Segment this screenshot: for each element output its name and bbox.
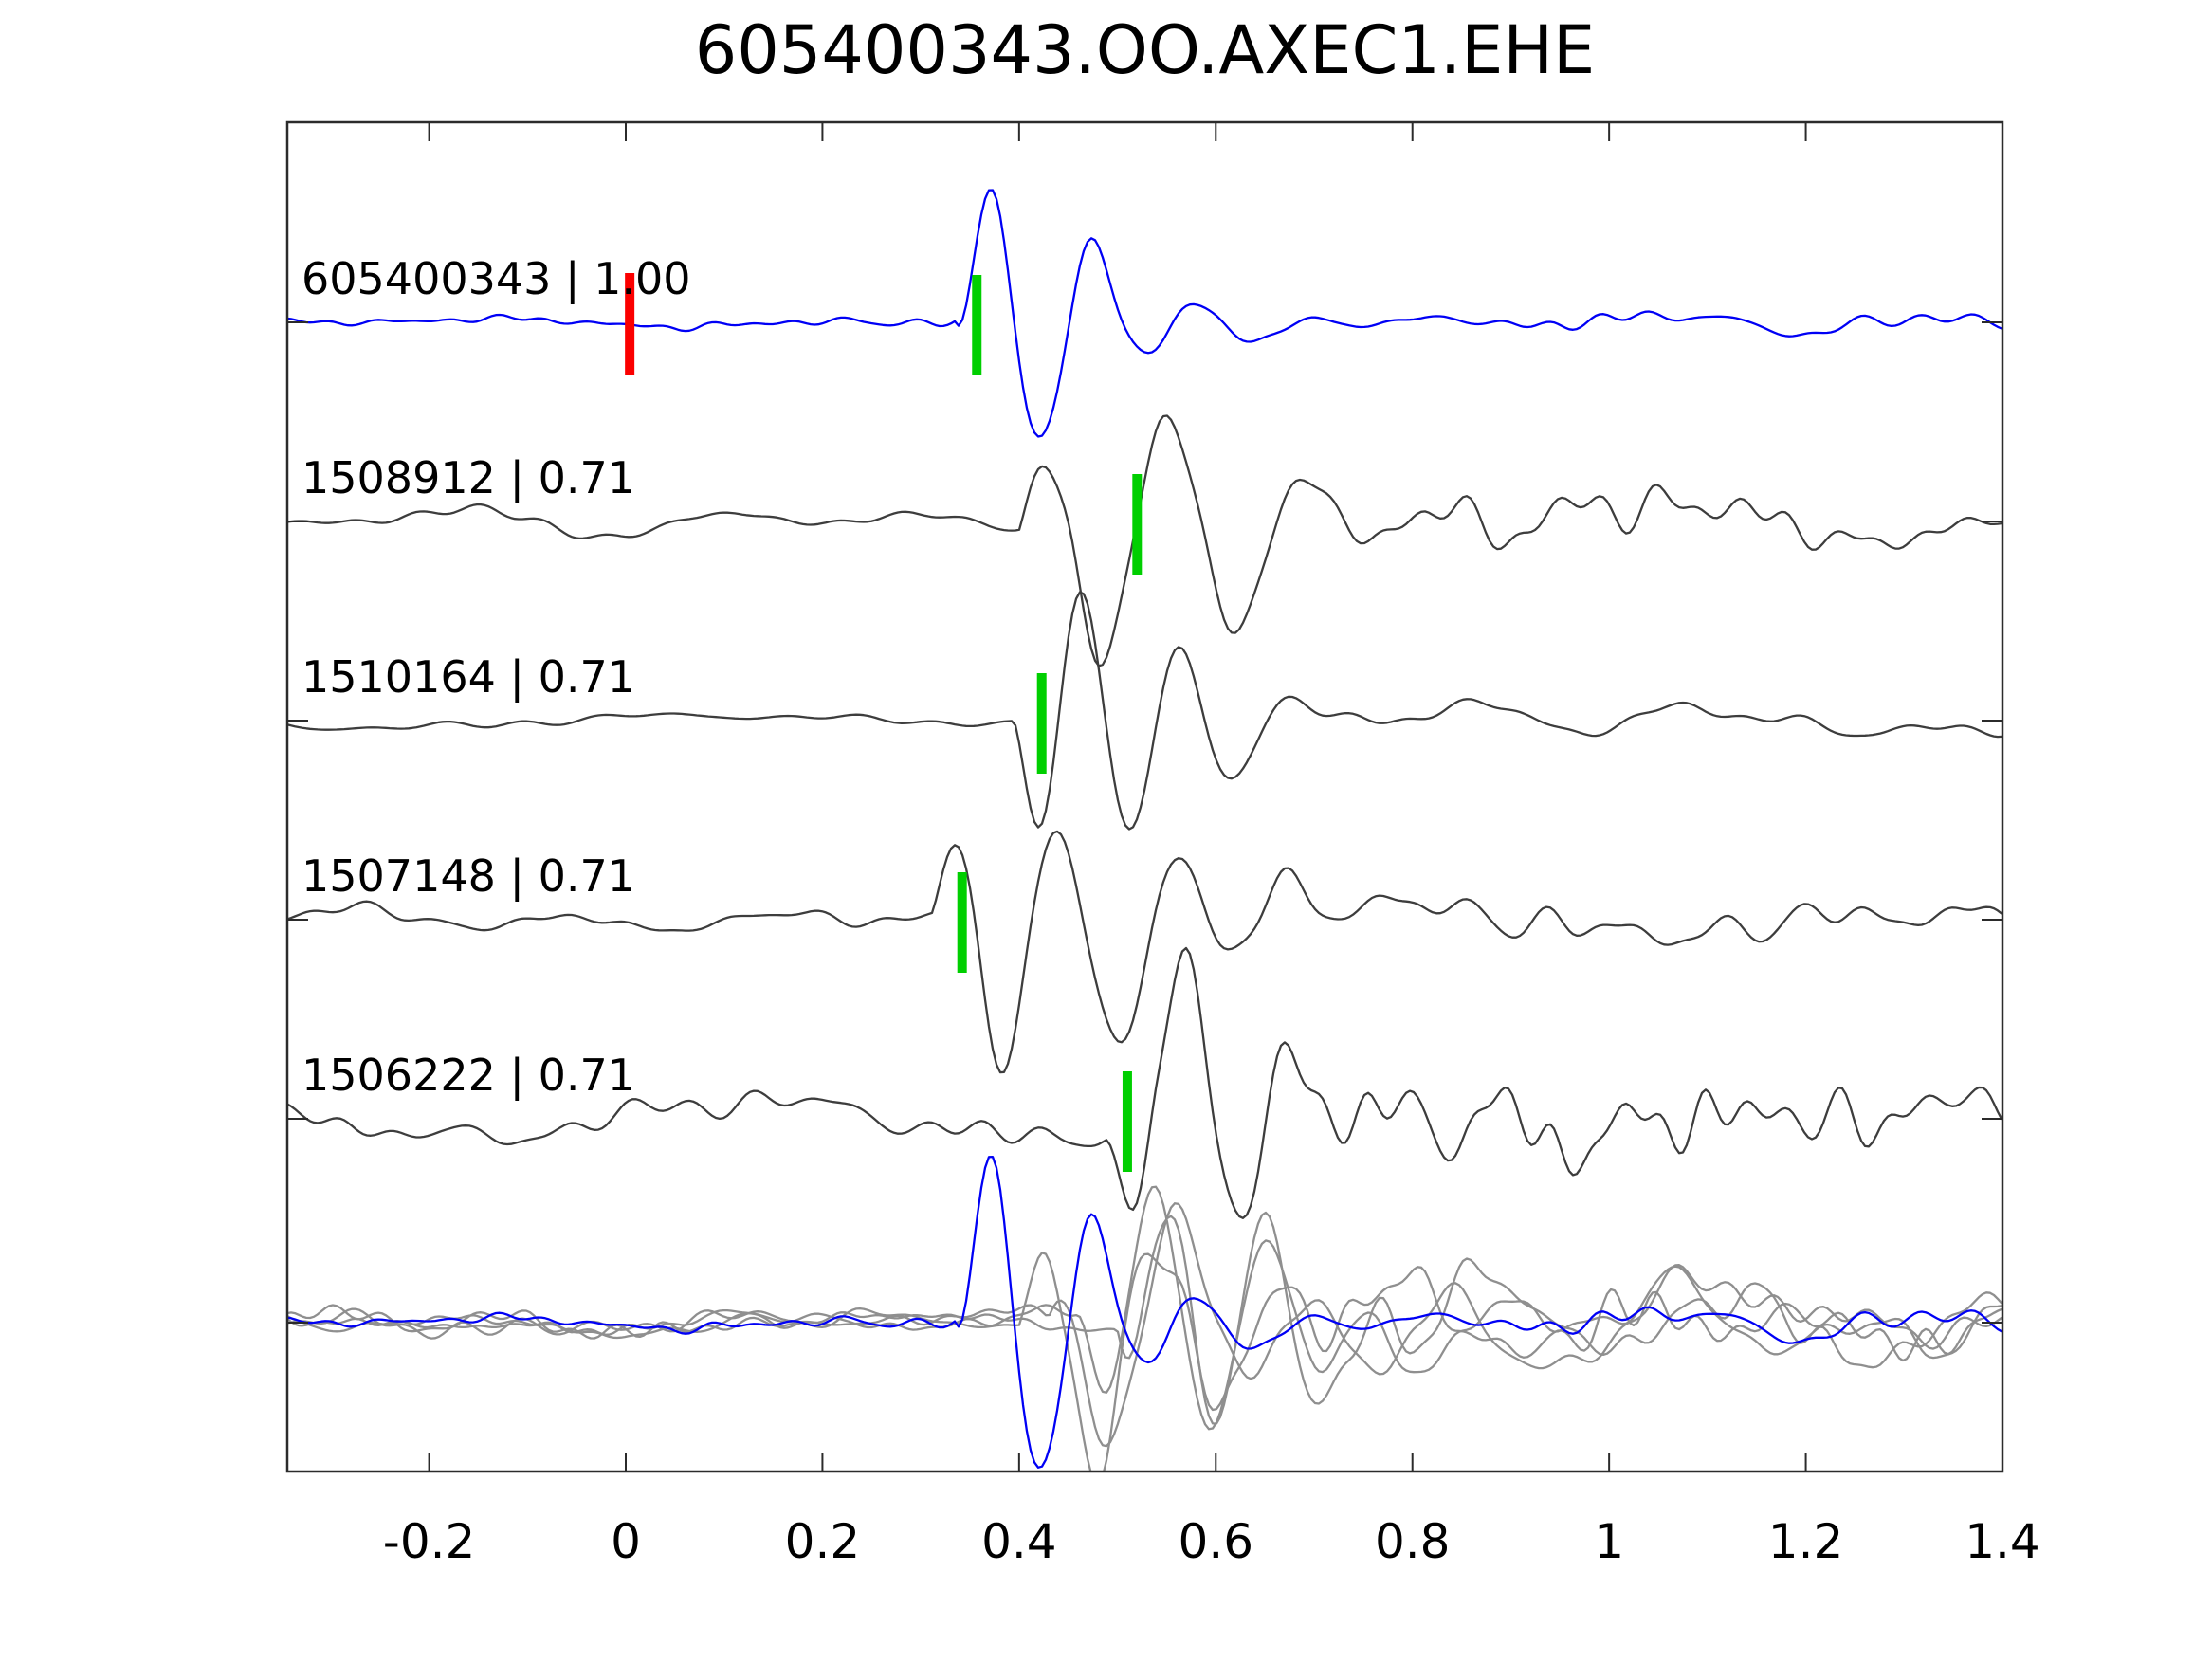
trace-label: 1507148 | 0.71 bbox=[302, 850, 635, 903]
overlay-gray-trace bbox=[287, 1185, 2002, 1431]
detection-trace-1508912 bbox=[287, 414, 2002, 667]
trace-curves bbox=[287, 189, 2002, 1471]
trace-label: 1506222 | 0.71 bbox=[302, 1050, 635, 1102]
x-tick-label: 0.2 bbox=[785, 1514, 861, 1569]
trace-label: 1508912 | 0.71 bbox=[302, 452, 635, 504]
x-tick-label: 1.2 bbox=[1768, 1514, 1844, 1569]
x-tick-label: -0.2 bbox=[383, 1514, 476, 1569]
overlay-template-trace bbox=[287, 1155, 2002, 1469]
plot-frame bbox=[285, 120, 2004, 1473]
x-tick-label: 1 bbox=[1594, 1514, 1624, 1569]
trace-label: 605400343 | 1.00 bbox=[302, 253, 691, 305]
pick-marker bbox=[1122, 1071, 1132, 1172]
detection-trace-1507148 bbox=[287, 830, 2002, 1074]
x-tick-label: 0.6 bbox=[1179, 1514, 1254, 1569]
x-tick-label: 1.4 bbox=[1965, 1514, 2040, 1569]
axes-frame bbox=[285, 120, 2004, 1473]
overlay-gray-trace bbox=[287, 1252, 2002, 1471]
detection-trace-1510164 bbox=[287, 591, 2002, 831]
pick-marker bbox=[1036, 673, 1047, 774]
pick-marker bbox=[972, 275, 982, 375]
pick-marker bbox=[1132, 474, 1143, 575]
x-tick-label: 0 bbox=[611, 1514, 641, 1569]
text-labels: 605400343 | 1.00 1508912 | 0.71 1510164 | … bbox=[302, 253, 2040, 1569]
detection-trace-1506222 bbox=[287, 946, 2002, 1219]
overlay-gray-trace bbox=[287, 1202, 2002, 1448]
pick-markers bbox=[625, 273, 1143, 1172]
plot-title: 605400343.OO.AXEC1.EHE bbox=[694, 11, 1596, 89]
x-tick-label: 0.4 bbox=[981, 1514, 1057, 1569]
x-tick-label: 0.8 bbox=[1375, 1514, 1451, 1569]
trace-label: 1510164 | 0.71 bbox=[302, 651, 635, 704]
origin-marker bbox=[625, 273, 635, 375]
pick-marker bbox=[957, 872, 967, 973]
template-trace-605400343 bbox=[287, 189, 2002, 438]
